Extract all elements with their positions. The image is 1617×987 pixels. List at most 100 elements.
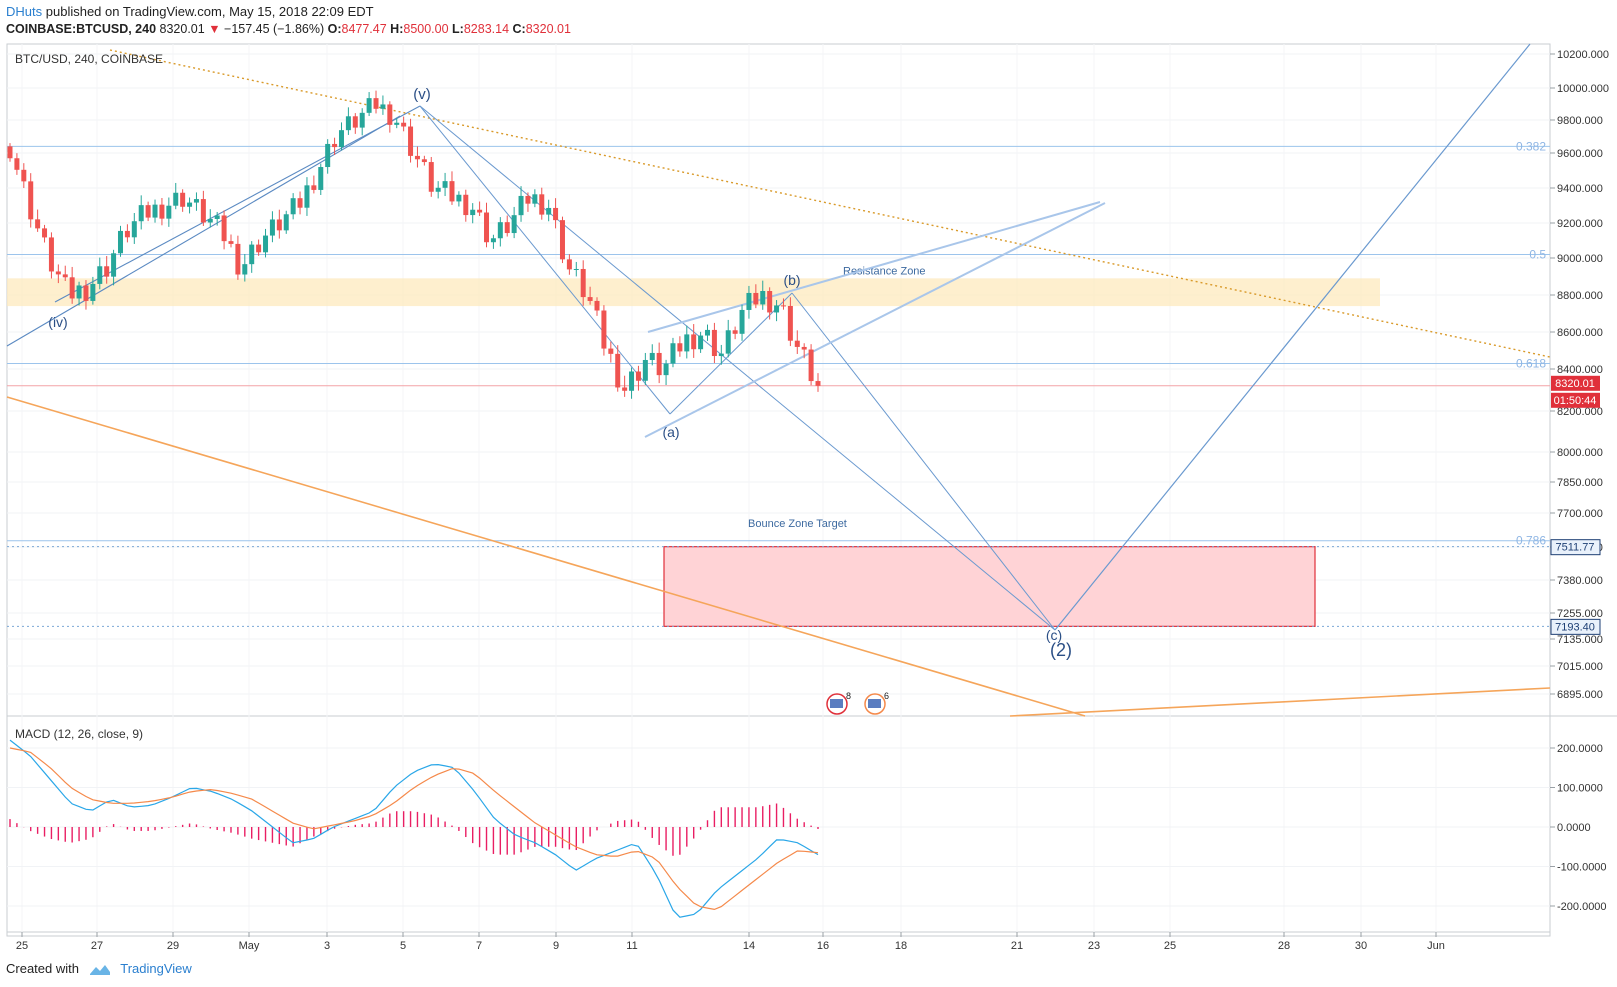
candle-body <box>193 199 199 203</box>
candle-body <box>677 343 683 352</box>
candle-body <box>794 340 800 347</box>
bounce-zone-target[interactable] <box>663 546 1316 627</box>
candle-body <box>629 371 635 391</box>
countdown-tag-bg <box>1551 392 1600 408</box>
price-tick-label: 7850.000 <box>1557 477 1603 489</box>
low-value: 8283.14 <box>463 22 510 36</box>
candle-body <box>90 283 96 301</box>
candle-body <box>594 300 600 311</box>
candle-body <box>62 274 68 278</box>
time-tick-label: 11 <box>626 940 637 952</box>
candle-body <box>269 219 275 236</box>
last-price-tag-bg <box>1551 375 1600 391</box>
wave-3-projection[interactable] <box>1054 43 1531 631</box>
candle-body <box>642 359 648 381</box>
macd-axis[interactable]: 200.0000 100.0000 0.0000 -100.0000 -200.0000 <box>1550 743 1607 913</box>
candle-body <box>815 381 821 386</box>
time-tick-label: 21 <box>1011 940 1023 952</box>
candle-body <box>214 215 220 219</box>
candle-body <box>7 146 13 159</box>
macd-tick-label: 200.0000 <box>1557 743 1603 755</box>
wave-a-line[interactable] <box>419 105 671 415</box>
candle-body <box>739 309 745 334</box>
impulse-channel-lower[interactable] <box>6 115 401 347</box>
chart-frame <box>6 43 1551 937</box>
price-axis[interactable]: 10200.000 10000.000 9800.000 9600.000 9400.0… <box>1550 49 1609 701</box>
close-value: 8320.01 <box>525 22 571 36</box>
trading-chart[interactable]: 0.382 0.5 0.618 0.786 Resistance Zone Bounc… <box>0 0 1617 960</box>
candle-body <box>117 230 123 254</box>
candle-body <box>173 192 179 206</box>
candle-body <box>387 104 393 125</box>
time-axis[interactable]: 25 27 29 May 3 5 7 9 11 14 16 18 21 23 25 28 30 Jun <box>16 932 1445 952</box>
time-tick-label: Jun <box>1427 940 1445 952</box>
rising-support-trendline[interactable] <box>1009 687 1551 717</box>
candle-body <box>401 122 407 127</box>
event-count: 6 <box>884 691 889 701</box>
candle-body <box>587 297 593 301</box>
candle-body <box>28 181 34 220</box>
candle-body <box>21 169 27 182</box>
candle-body <box>711 329 717 357</box>
symbol-info-line: COINBASE:BTCUSD, 240 8320.01 ▼ −157.45 (… <box>6 22 571 36</box>
symbol-name: COINBASE:BTCUSD, 240 <box>6 22 157 36</box>
wedge-upper-line[interactable] <box>647 201 1101 333</box>
event-badge-2[interactable]: 6 <box>864 691 889 715</box>
candle-body <box>42 228 48 238</box>
candle-body <box>138 205 144 222</box>
candle-body <box>35 219 41 229</box>
tradingview-link[interactable]: TradingView <box>120 961 192 976</box>
projection-line-2[interactable] <box>791 292 1056 631</box>
candle-body <box>801 346 807 350</box>
descending-resistance-trendline[interactable] <box>109 49 1551 358</box>
candle-body <box>808 349 814 382</box>
candle-body <box>104 266 110 277</box>
time-tick-label: 7 <box>476 940 482 952</box>
event-badge-1[interactable]: 8 <box>826 691 851 715</box>
projection-line-1[interactable] <box>419 105 1056 631</box>
candle-body <box>559 220 565 260</box>
candle-body <box>242 264 248 275</box>
fib-label: 0.786 <box>1516 534 1546 548</box>
candle-body <box>359 112 365 128</box>
macd-tick-label: -200.0000 <box>1557 901 1607 913</box>
price-tick-label: 7135.000 <box>1557 634 1603 646</box>
zone-bottom-tag-text: 7193.40 <box>1555 621 1595 633</box>
wedge-lower-line[interactable] <box>644 202 1106 438</box>
candle-body <box>456 194 462 202</box>
price-tick-label: 9400.000 <box>1557 183 1603 195</box>
author-link[interactable]: DHuts <box>6 4 43 19</box>
resistance-zone[interactable] <box>7 278 1380 307</box>
candle-body <box>767 291 773 313</box>
candle-body <box>718 353 724 357</box>
high-label: H: <box>390 22 404 36</box>
countdown-tag-text: 01:50:44 <box>1554 395 1597 407</box>
fib-levels: 0.382 0.5 0.618 0.786 <box>7 139 1550 548</box>
candle-body <box>787 305 793 341</box>
time-tick-label: 25 <box>1164 940 1176 952</box>
candle-body <box>352 116 358 128</box>
candle-body <box>421 159 427 163</box>
time-tick-label: 5 <box>400 940 406 952</box>
long-support-trendline[interactable] <box>6 396 1086 717</box>
time-tick-label: 30 <box>1355 940 1367 952</box>
candle-body <box>463 194 469 216</box>
candle-body <box>608 348 614 354</box>
published-text: published on TradingView.com, May 15, 20… <box>45 4 374 19</box>
candle-body <box>760 291 766 305</box>
price-tick-label: 7015.000 <box>1557 661 1603 673</box>
candle-body <box>601 310 607 349</box>
price-tick-label: 9800.000 <box>1557 115 1603 127</box>
candle-body <box>394 122 400 125</box>
candle-body <box>691 334 697 350</box>
wave-b-line[interactable] <box>669 292 793 415</box>
price-tick-label: 9000.000 <box>1557 253 1603 265</box>
candle-body <box>124 230 130 238</box>
candle-body <box>290 198 296 215</box>
last-price: 8320.01 <box>159 22 205 36</box>
candle-body <box>380 104 386 109</box>
fib-label: 0.382 <box>1516 139 1546 153</box>
price-tick-label: 8600.000 <box>1557 327 1603 339</box>
price-tick-label: 9600.000 <box>1557 148 1603 160</box>
zone-price-tags: 7511.77 7193.40 <box>1550 539 1601 635</box>
